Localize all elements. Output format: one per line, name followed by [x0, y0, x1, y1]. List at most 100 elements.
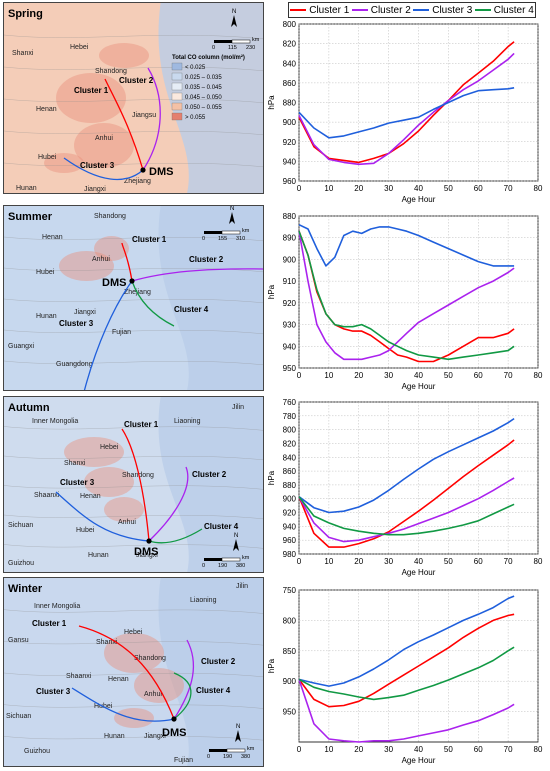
- province-label: Shaanxi: [34, 492, 60, 499]
- x-axis-label: Age Hour: [402, 756, 436, 765]
- x-tick-label: 80: [534, 184, 543, 193]
- north-label: N: [234, 533, 238, 539]
- province-border: [4, 736, 263, 741]
- scalebar-tick-label: 190: [223, 754, 232, 760]
- site-marker: [140, 167, 146, 173]
- trajectory-label: Cluster 4: [196, 686, 231, 695]
- scalebar-unit: km: [242, 228, 250, 234]
- map-sea: [158, 3, 263, 193]
- co-legend-label: > 0.055: [185, 115, 206, 121]
- series-line-cluster-1: [298, 613, 515, 708]
- trajectory-label: Cluster 2: [189, 255, 224, 264]
- province-border: [4, 66, 263, 72]
- province-label: Henan: [108, 676, 129, 683]
- y-tick-label: 960: [283, 177, 297, 186]
- legend-item: Cluster 2: [351, 5, 411, 16]
- scalebar-tick-label: 230: [246, 45, 255, 51]
- legend-swatch: [474, 9, 491, 11]
- trajectory-label: Cluster 1: [74, 86, 109, 95]
- province-label: Hunan: [36, 313, 57, 320]
- province-label: Jiangxi: [144, 733, 166, 740]
- x-tick-label: 0: [297, 557, 302, 566]
- co-hotspot: [56, 73, 126, 123]
- trajectory-cluster-4: [131, 280, 175, 327]
- trajectory-cluster-2: [131, 268, 263, 282]
- province-label: Hebei: [124, 629, 143, 636]
- scalebar-tick-label: 0: [202, 563, 205, 569]
- trajectory-cluster-4: [173, 672, 192, 720]
- province-border: [4, 672, 263, 678]
- province-label: Jiangxi: [136, 552, 158, 559]
- province-label: Hunan: [88, 552, 109, 559]
- co-hotspot: [74, 123, 134, 168]
- scalebar-segment: [209, 749, 227, 752]
- y-tick-label: 800: [283, 616, 297, 625]
- province-label: Liaoning: [190, 597, 217, 604]
- province-label: Shandong: [122, 472, 154, 479]
- province-label: Gansu: [8, 637, 29, 644]
- co-hotspot: [104, 497, 144, 522]
- y-tick-label: 960: [283, 536, 297, 545]
- province-border: [4, 360, 263, 366]
- y-tick-label: 900: [283, 118, 297, 127]
- map-sea: [158, 206, 263, 390]
- province-label: Fujian: [174, 757, 193, 764]
- province-label: Shanxi: [96, 639, 118, 646]
- province-label: Hubei: [36, 269, 55, 276]
- x-tick-label: 70: [504, 184, 513, 193]
- scalebar-tick-label: 190: [218, 563, 227, 569]
- y-tick-label: 900: [283, 255, 297, 264]
- north-arrow-icon: [229, 212, 235, 224]
- y-tick-label: 840: [283, 59, 297, 68]
- trajectory-cluster-1: [78, 625, 175, 720]
- co-legend-title: Total CO column (mol/m²): [172, 54, 245, 61]
- trajectory-cluster-4: [148, 528, 203, 544]
- province-border: [4, 641, 263, 646]
- x-tick-label: 50: [444, 557, 453, 566]
- province-label: Hebei: [100, 444, 119, 451]
- x-tick-label: 20: [354, 557, 363, 566]
- province-label: Hubei: [38, 154, 57, 161]
- north-arrow-icon: [233, 539, 239, 551]
- y-axis-label: hPa: [267, 284, 276, 299]
- province-border: [4, 514, 263, 520]
- x-tick-label: 0: [297, 371, 302, 380]
- x-tick-label: 10: [324, 184, 333, 193]
- series-line-cluster-2: [298, 679, 515, 743]
- province-label: Jilin: [236, 583, 248, 590]
- y-tick-label: 980: [283, 550, 297, 559]
- province-label: Shandong: [94, 213, 126, 220]
- y-tick-label: 800: [283, 20, 297, 29]
- province-border: [4, 426, 263, 431]
- y-tick-label: 950: [283, 708, 297, 717]
- y-tick-label: 880: [283, 99, 297, 108]
- series-line-cluster-3: [298, 223, 515, 267]
- province-label: Anhui: [95, 135, 113, 142]
- map-spring: Spring Shanxi Hebei Shandong Henan Jiangsu Anh…: [3, 2, 264, 194]
- y-tick-label: 910: [283, 277, 297, 286]
- co-legend-label: < 0.025: [185, 65, 206, 71]
- province-label: Inner Mongolia: [34, 603, 80, 610]
- legend-item: Cluster 3: [413, 5, 472, 16]
- x-tick-label: 10: [324, 371, 333, 380]
- north-label: N: [236, 724, 240, 730]
- y-tick-label: 880: [283, 212, 297, 221]
- y-tick-label: 820: [283, 439, 297, 448]
- x-tick-label: 70: [504, 557, 513, 566]
- x-tick-label: 30: [384, 557, 393, 566]
- legend-swatch: [290, 9, 307, 11]
- legend-label: Cluster 4: [493, 4, 534, 16]
- province-label: Shaanxi: [66, 673, 92, 680]
- scalebar-tick-label: 380: [236, 563, 245, 569]
- co-hotspot: [64, 437, 124, 467]
- province-border: [4, 34, 263, 40]
- scalebar-segment: [204, 231, 222, 234]
- province-border: [4, 329, 263, 335]
- x-tick-label: 20: [354, 371, 363, 380]
- x-tick-label: 20: [354, 184, 363, 193]
- x-tick-label: 60: [474, 557, 483, 566]
- province-label: Jiangxi: [84, 186, 106, 193]
- scalebar-tick-label: 0: [202, 236, 205, 242]
- province-label: Shandong: [95, 68, 127, 75]
- map-sea: [158, 397, 263, 572]
